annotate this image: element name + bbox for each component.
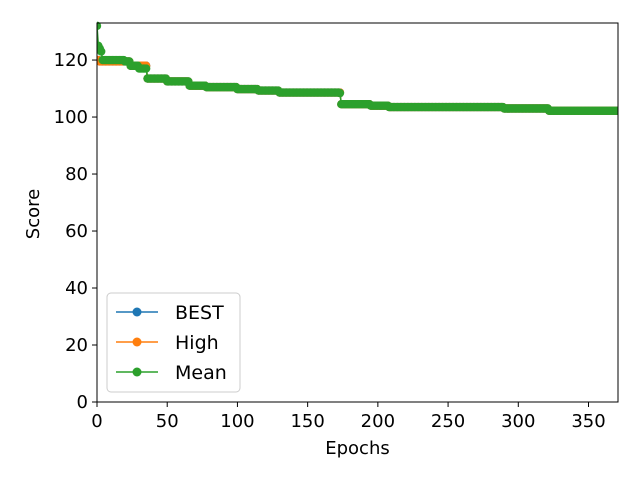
y-axis-title: Score: [23, 189, 44, 239]
legend-label: High: [175, 332, 219, 354]
data-point: [613, 106, 618, 115]
y-tick-label: 120: [54, 50, 88, 71]
y-tick-label: 20: [65, 335, 88, 356]
x-axis: 0 50 100 150 200 250 300 350: [91, 402, 606, 432]
legend-swatch-marker: [132, 367, 142, 377]
data-point: [141, 64, 151, 73]
data-point: [335, 88, 345, 98]
series-mean: [97, 21, 618, 115]
legend-swatch-marker: [132, 307, 142, 317]
x-axis-title: Epochs: [325, 438, 390, 459]
x-tick-label: 100: [220, 411, 254, 432]
y-tick-label: 80: [65, 164, 88, 185]
series-layer: [97, 21, 618, 115]
y-axis: 0 20 40 60 80 100 120: [54, 50, 97, 413]
x-tick-label: 250: [431, 411, 465, 432]
x-tick-label: 0: [91, 411, 102, 432]
y-tick-label: 100: [54, 107, 88, 128]
y-tick-label: 0: [77, 392, 88, 413]
legend: BEST High Mean: [106, 292, 241, 393]
legend-item-best: BEST: [116, 302, 224, 324]
y-tick-label: 60: [65, 221, 88, 242]
legend-item-high: High: [116, 332, 219, 354]
x-tick-label: 50: [156, 411, 179, 432]
legend-swatch-marker: [132, 337, 142, 347]
legend-label: Mean: [175, 362, 227, 384]
legend-item-mean: Mean: [116, 362, 227, 384]
plot-area: [97, 21, 618, 115]
x-tick-label: 200: [361, 411, 395, 432]
x-tick-label: 350: [571, 411, 605, 432]
y-tick-label: 40: [65, 278, 88, 299]
legend-label: BEST: [175, 302, 224, 324]
x-tick-label: 300: [501, 411, 535, 432]
plot-frame: [96, 22, 619, 403]
data-point: [97, 21, 102, 31]
series-line-mean: [97, 25, 618, 112]
axes-box: [96, 22, 619, 403]
legend-box: [106, 292, 241, 393]
x-tick-label: 150: [290, 411, 324, 432]
data-point: [97, 47, 106, 56]
